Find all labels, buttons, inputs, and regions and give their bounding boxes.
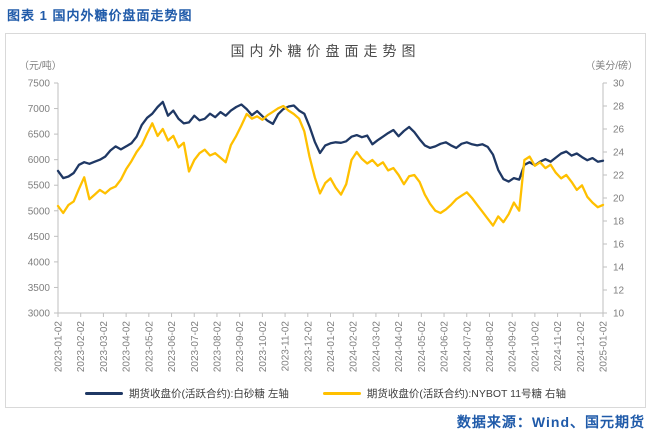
chart-title: 国内外糖价盘面走势图 — [230, 45, 421, 60]
svg-text:2024-12-02: 2024-12-02 — [576, 321, 587, 373]
svg-text:2023-02-02: 2023-02-02 — [76, 321, 87, 373]
svg-text:5500: 5500 — [28, 181, 51, 192]
svg-text:5000: 5000 — [28, 206, 51, 217]
svg-text:2024-09-02: 2024-09-02 — [508, 321, 519, 373]
svg-text:2024-03-02: 2024-03-02 — [371, 321, 382, 373]
legend-item-white-sugar: 期货收盘价(活跃合约):白砂糖 左轴 — [85, 386, 289, 401]
legend-label-white-sugar: 期货收盘价(活跃合约):白砂糖 左轴 — [129, 388, 289, 400]
svg-text:10: 10 — [613, 309, 625, 320]
svg-text:2024-07-02: 2024-07-02 — [462, 321, 473, 373]
svg-text:2023-06-02: 2023-06-02 — [167, 321, 178, 373]
legend-swatch-blue-line — [85, 391, 124, 396]
svg-text:14: 14 — [613, 263, 625, 274]
svg-text:30: 30 — [613, 79, 625, 90]
svg-text:2024-08-02: 2024-08-02 — [485, 321, 496, 373]
svg-text:2023-04-02: 2023-04-02 — [122, 321, 133, 373]
data-source: 数据来源：Wind、国元期货 — [456, 414, 645, 430]
svg-text:3000: 3000 — [28, 309, 51, 320]
chart-panel: 7500 7000 6500 6000 5500 5000 4500 4000 3500 3000… — [5, 33, 646, 408]
left-axis-unit-label: （元/吨） — [19, 61, 62, 72]
svg-text:16: 16 — [613, 240, 625, 251]
svg-text:2023-07-02: 2023-07-02 — [190, 321, 201, 373]
svg-text:2023-09-02: 2023-09-02 — [235, 321, 246, 373]
svg-text:2023-11-02: 2023-11-02 — [281, 321, 292, 372]
svg-text:2023-05-02: 2023-05-02 — [144, 321, 155, 373]
svg-text:2024-04-02: 2024-04-02 — [394, 321, 405, 373]
svg-text:2025-01-02: 2025-01-02 — [599, 321, 610, 373]
svg-text:18: 18 — [613, 217, 625, 228]
svg-text:12: 12 — [613, 286, 625, 297]
svg-text:2024-01-02: 2024-01-02 — [326, 321, 337, 373]
svg-text:7500: 7500 — [28, 79, 51, 90]
svg-text:6500: 6500 — [28, 130, 51, 141]
svg-text:2023-12-02: 2023-12-02 — [303, 321, 314, 373]
svg-text:2023-10-02: 2023-10-02 — [258, 321, 269, 373]
svg-text:24: 24 — [613, 148, 625, 159]
svg-text:4500: 4500 — [28, 232, 51, 243]
line-chart-canvas: 7500 7000 6500 6000 5500 5000 4500 4000 3500 3000… — [28, 79, 625, 373]
svg-text:2023-01-02: 2023-01-02 — [54, 321, 65, 373]
legend-swatch-yellow-line — [322, 391, 361, 396]
svg-text:22: 22 — [613, 171, 625, 182]
svg-text:3500: 3500 — [28, 283, 51, 294]
svg-text:26: 26 — [613, 125, 625, 136]
right-axis-unit-label: （美分/磅） — [585, 61, 638, 72]
svg-text:28: 28 — [613, 102, 625, 113]
svg-text:2023-08-02: 2023-08-02 — [212, 321, 223, 373]
chart-legend: 期货收盘价(活跃合约):白砂糖 左轴 期货收盘价(活跃合约):NYBOT 11号… — [6, 386, 645, 401]
svg-text:2024-11-02: 2024-11-02 — [553, 321, 564, 372]
svg-text:2023-03-02: 2023-03-02 — [99, 321, 110, 373]
legend-label-nybot-sugar: 期货收盘价(活跃合约):NYBOT 11号糖 右轴 — [366, 388, 566, 400]
figure-caption: 图表 1 国内外糖价盘面走势图 — [7, 8, 193, 23]
legend-item-nybot-sugar: 期货收盘价(活跃合约):NYBOT 11号糖 右轴 — [322, 386, 566, 401]
svg-text:2024-10-02: 2024-10-02 — [530, 321, 541, 373]
svg-text:2024-02-02: 2024-02-02 — [349, 321, 360, 373]
svg-text:2024-05-02: 2024-05-02 — [417, 321, 428, 373]
svg-text:20: 20 — [613, 194, 625, 205]
svg-text:2024-06-02: 2024-06-02 — [440, 321, 451, 373]
svg-text:6000: 6000 — [28, 155, 51, 166]
svg-text:7000: 7000 — [28, 104, 51, 115]
svg-text:4000: 4000 — [28, 257, 51, 268]
